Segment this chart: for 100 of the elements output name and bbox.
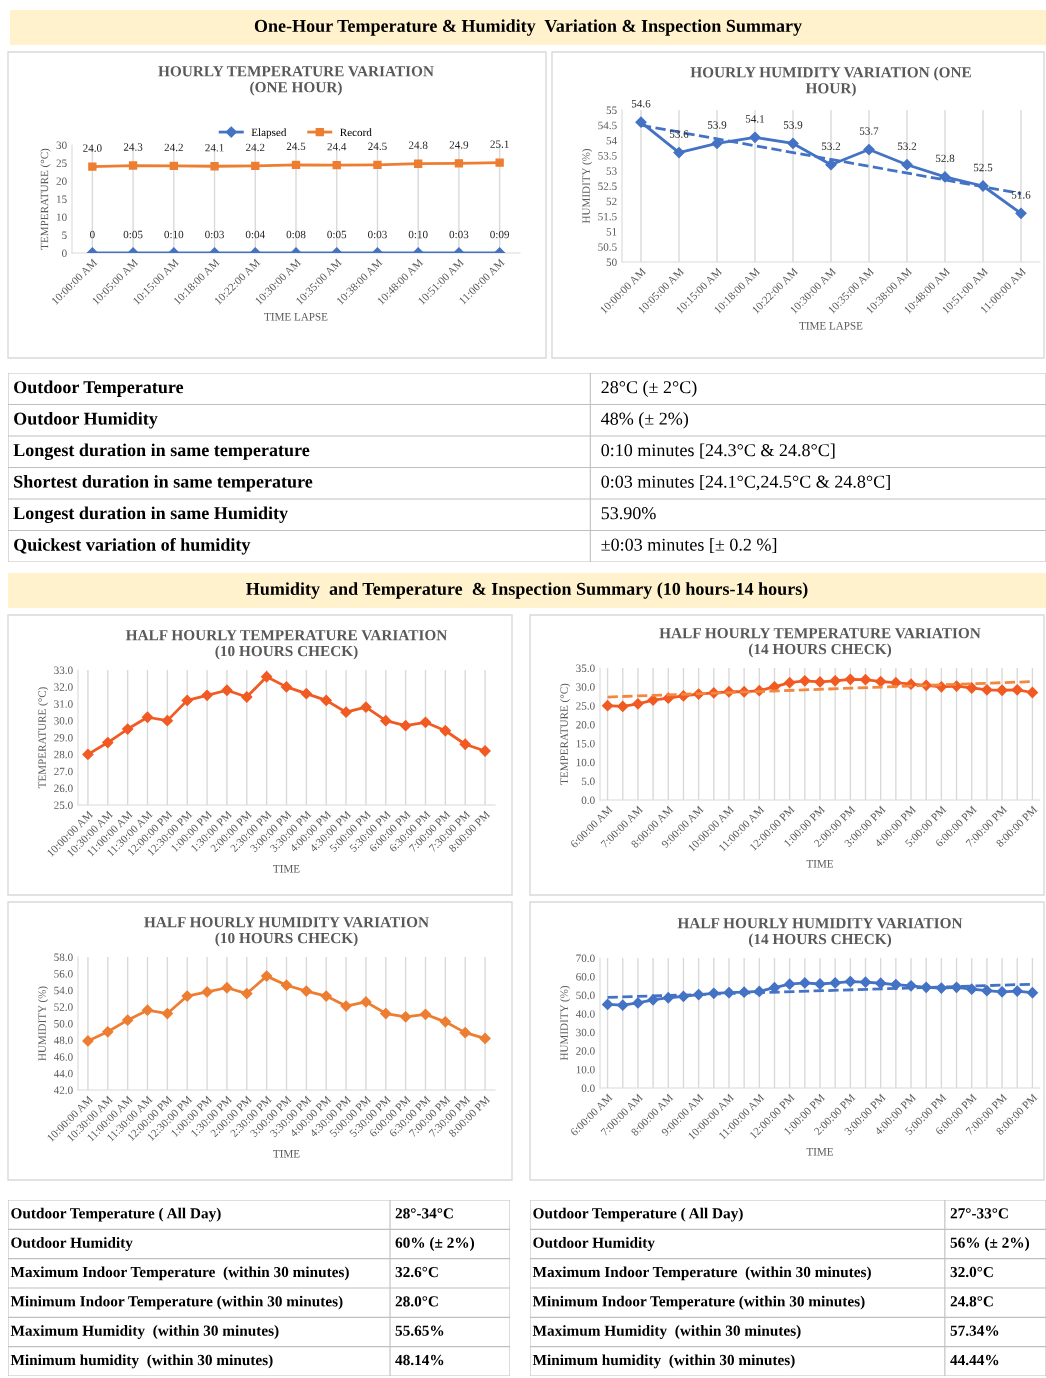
point — [601, 700, 614, 712]
x-axis-title: TIME — [273, 1150, 300, 1158]
text: Longest duration in same Humidity — [13, 506, 288, 524]
y-tick-label: 52.0 — [54, 1003, 73, 1011]
text: 24.8°C — [950, 1296, 993, 1307]
text: Shortest duration in same temperature — [14, 475, 313, 492]
data-label: 24.3 — [123, 143, 143, 151]
point — [673, 146, 685, 159]
data-label: 24.5 — [286, 142, 306, 151]
text: 48.14% — [395, 1354, 444, 1366]
y-tick-label: 53.5 — [598, 152, 617, 160]
y-tick-label: 33.0 — [54, 666, 73, 675]
text: Outdoor Humidity — [14, 412, 158, 429]
point — [784, 978, 796, 990]
y-tick-label: 20.0 — [576, 1047, 595, 1055]
text: 28°C (± 2°C) — [601, 380, 697, 397]
point — [261, 970, 273, 982]
point — [632, 997, 644, 1009]
point — [380, 715, 392, 727]
point — [1011, 684, 1023, 696]
point — [829, 977, 841, 989]
y-tick-label: 15 — [57, 195, 67, 203]
y-tick-label: 58.0 — [54, 953, 73, 962]
point — [844, 975, 856, 988]
chart-title: HOURLY HUMIDITY VARIATION (ONE HOUR) — [690, 66, 971, 97]
point — [122, 1014, 134, 1026]
y-tick-label: 32.0 — [54, 683, 73, 691]
point — [141, 711, 154, 723]
point — [261, 671, 273, 683]
point — [439, 725, 451, 737]
point — [88, 162, 97, 171]
y-tick-label: 52.5 — [598, 182, 617, 191]
data-label: 52.8 — [935, 154, 955, 163]
point — [905, 980, 917, 992]
point — [981, 985, 993, 997]
point — [996, 986, 1008, 998]
data-label: 53.9 — [783, 121, 803, 129]
y-tick-label: 46.0 — [53, 1053, 73, 1061]
point — [300, 985, 312, 997]
point — [300, 688, 312, 700]
data-label: 24.1 — [205, 144, 224, 152]
text: Outdoor Humidity — [533, 1237, 655, 1251]
data-label: 24.2 — [246, 143, 265, 152]
point — [280, 979, 293, 991]
text: 60% (± 2%) — [395, 1237, 475, 1251]
y-tick-label: 51 — [606, 228, 617, 236]
point — [332, 160, 341, 170]
y-tick-label: 10 — [57, 213, 67, 221]
point — [495, 158, 504, 167]
y-tick-label: 0.0 — [581, 1084, 595, 1093]
data-label: 24.9 — [449, 141, 469, 149]
y-tick-label: 55 — [606, 106, 617, 114]
text: Longest duration in same temperature — [13, 443, 310, 461]
y-tick-label: 35.0 — [576, 664, 595, 673]
chart-title: HALF HOURLY HUMIDITY VARIATION (14 HOURS CHECK) — [677, 918, 963, 948]
y-tick-label: 53 — [606, 167, 617, 175]
text: Outdoor Temperature ( All Day) — [11, 1207, 221, 1222]
point — [768, 681, 781, 693]
point — [201, 689, 213, 701]
data-label: 0 — [90, 230, 95, 239]
text: Outdoor Temperature ( All Day) — [533, 1207, 743, 1222]
y-tick-label: 15.0 — [576, 739, 595, 748]
annotation: 0:03 — [368, 230, 387, 239]
y-tick-label: 25 — [56, 159, 67, 167]
y-tick-label: 54.0 — [54, 986, 73, 995]
y-tick-label: 31.0 — [54, 700, 73, 708]
text: Maximum Humidity (within 30 minutes) — [10, 1325, 279, 1339]
point — [400, 1011, 412, 1023]
point — [647, 694, 659, 706]
point — [459, 738, 471, 750]
text: 32.6°C — [395, 1266, 438, 1278]
data-label: 53.2 — [897, 142, 917, 151]
point — [221, 684, 233, 696]
point — [749, 131, 761, 143]
point — [875, 977, 887, 989]
y-tick-label: 0.0 — [581, 796, 595, 805]
y-tick-label: 10.0 — [576, 1065, 595, 1074]
point — [1026, 686, 1039, 699]
y-tick-label: 26.0 — [54, 784, 73, 793]
legend-label: Record — [340, 128, 372, 137]
annotation: 0:08 — [286, 230, 306, 239]
y-tick-label: 50.5 — [598, 243, 617, 251]
point — [169, 161, 178, 171]
y-tick-label: 5.0 — [581, 777, 595, 786]
y-tick-label: 25.0 — [54, 801, 73, 810]
y-tick-label: 30 — [56, 141, 67, 149]
text: 28.0°C — [395, 1296, 438, 1307]
point — [221, 982, 233, 994]
point — [844, 673, 856, 685]
point — [161, 1007, 173, 1020]
x-axis-title: TIME — [273, 865, 300, 873]
point — [768, 982, 781, 994]
point — [340, 706, 352, 718]
annotation: 0:03 — [449, 230, 469, 239]
data-label: 25.1 — [490, 140, 509, 148]
point — [632, 698, 644, 710]
text: Quickest variation of humidity — [14, 537, 251, 555]
point — [360, 996, 372, 1008]
data-label: 53.9 — [707, 121, 727, 129]
text: 48% (± 2%) — [601, 412, 689, 429]
